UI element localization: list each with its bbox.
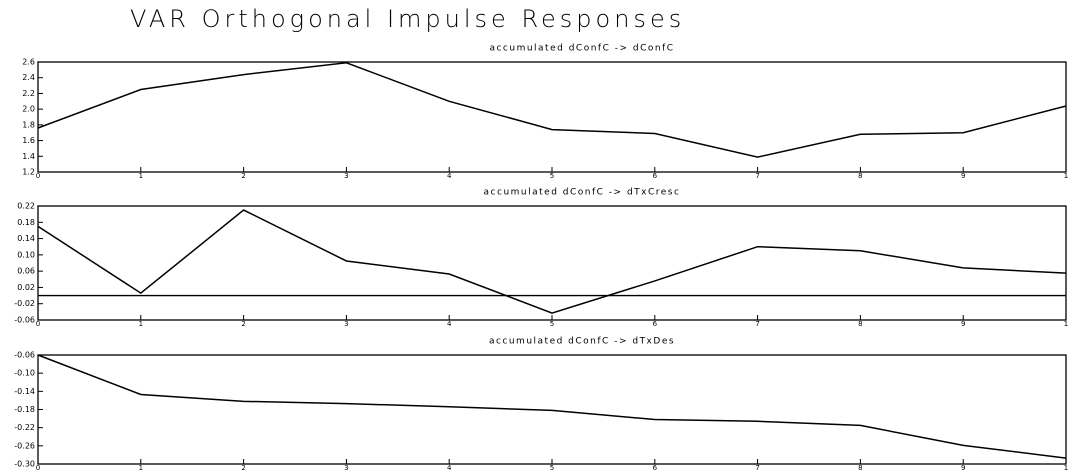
x-tick-label: 8 (858, 464, 862, 470)
y-tick-label: 1.2 (22, 168, 35, 177)
x-tick-label: 8 (858, 320, 862, 328)
x-tick-label: 1 (1064, 464, 1068, 470)
response-line (37, 62, 1067, 158)
x-tick-label: 1 (139, 464, 143, 470)
x-tick-label: 0 (36, 172, 40, 180)
y-tick-label: -0.26 (14, 441, 35, 450)
x-tick-label: 4 (447, 172, 452, 180)
x-tick-label: 7 (755, 464, 759, 470)
y-tick-label: 2.4 (22, 73, 35, 82)
y-tick-label: -0.10 (14, 369, 35, 378)
x-tick-label: 4 (447, 464, 452, 470)
y-tick-label: -0.22 (14, 423, 35, 432)
y-tick-label: -0.18 (14, 405, 35, 414)
chart-title: VAR Orthogonal Impulse Responses (130, 5, 685, 33)
panel-title: accumulated dConfC -> dTxCresc (484, 188, 681, 198)
y-tick-label: 1.8 (22, 120, 35, 129)
x-tick-label: 8 (858, 172, 862, 180)
y-tick-label: 1.6 (22, 136, 35, 145)
x-tick-label: 2 (241, 172, 245, 180)
x-tick-label: 3 (344, 320, 348, 328)
x-tick-label: 3 (344, 172, 348, 180)
plot-frame (37, 354, 1067, 465)
y-tick-label: 2.6 (22, 58, 35, 67)
y-tick-label: 0.02 (17, 283, 35, 292)
y-tick-label: -0.14 (14, 387, 35, 396)
y-tick-label: 0.10 (17, 250, 35, 259)
x-tick-label: 0 (36, 464, 40, 470)
x-tick-label: 5 (550, 320, 554, 328)
plot-frame (37, 205, 1067, 321)
x-tick-label: 1 (139, 172, 143, 180)
y-tick-label: 0.22 (17, 202, 35, 211)
x-tick-label: 2 (241, 464, 245, 470)
y-tick-label: 0.14 (17, 234, 35, 243)
y-tick-label: 2.0 (22, 105, 35, 114)
plot-frame (37, 61, 1067, 173)
x-tick-label: 0 (36, 320, 40, 328)
y-tick-label: 2.2 (22, 89, 35, 98)
y-tick-label: -0.06 (14, 316, 35, 325)
x-tick-label: 6 (653, 464, 658, 470)
y-tick-label: -0.30 (14, 460, 35, 469)
x-tick-label: 9 (961, 320, 965, 328)
response-line (37, 354, 1067, 459)
x-tick-label: 1 (1064, 172, 1068, 180)
x-tick-label: 2 (241, 320, 245, 328)
x-tick-label: 3 (344, 464, 348, 470)
response-line (37, 209, 1067, 314)
x-tick-label: 9 (961, 464, 965, 470)
y-tick-label: -0.06 (14, 351, 35, 360)
panel-title: accumulated dConfC -> dTxDes (489, 337, 675, 347)
x-tick-label: 7 (755, 172, 759, 180)
x-tick-label: 6 (653, 320, 658, 328)
x-tick-label: 1 (1064, 320, 1068, 328)
y-tick-label: 0.18 (17, 218, 35, 227)
x-tick-label: 1 (139, 320, 143, 328)
x-tick-label: 6 (653, 172, 658, 180)
x-tick-label: 5 (550, 464, 554, 470)
x-tick-label: 9 (961, 172, 965, 180)
panel-title: accumulated dConfC -> dConfC (489, 44, 674, 54)
y-tick-label: -0.02 (14, 299, 35, 308)
y-tick-label: 1.4 (22, 152, 35, 161)
x-tick-label: 4 (447, 320, 452, 328)
y-tick-label: 0.06 (17, 267, 35, 276)
x-tick-label: 7 (755, 320, 759, 328)
x-tick-label: 5 (550, 172, 554, 180)
